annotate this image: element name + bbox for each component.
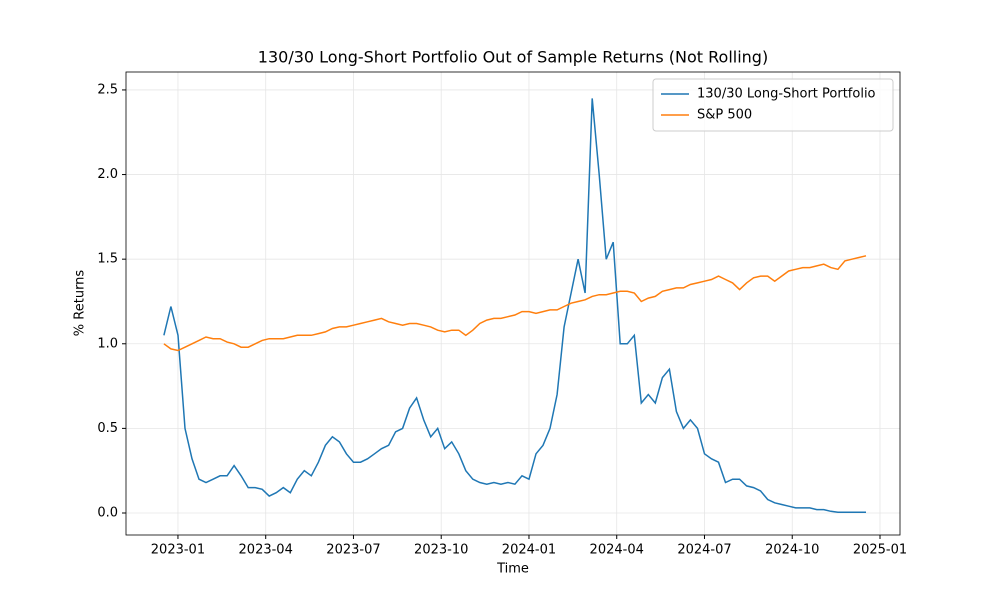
y-tick-label: 1.5 bbox=[97, 252, 118, 267]
x-axis-label: Time bbox=[496, 562, 529, 577]
x-tick-label: 2023-04 bbox=[239, 543, 293, 558]
y-axis-label: % Returns bbox=[73, 270, 88, 337]
legend: 130/30 Long-Short Portfolio S&P 500 bbox=[652, 78, 894, 132]
legend-box bbox=[652, 78, 894, 132]
series-line bbox=[163, 255, 867, 352]
x-tick-label: 2024-04 bbox=[590, 543, 644, 558]
x-tick-label: 2024-01 bbox=[502, 543, 556, 558]
x-tick-label: 2023-01 bbox=[151, 543, 205, 558]
x-tick-label: 2023-10 bbox=[414, 543, 468, 558]
x-tick-label: 2023-07 bbox=[326, 543, 380, 558]
x-tick-label: 2025-01 bbox=[853, 543, 907, 558]
legend-label: 130/30 Long-Short Portfolio bbox=[697, 87, 876, 102]
y-tick-label: 1.0 bbox=[97, 336, 118, 351]
plot-frame bbox=[125, 71, 901, 536]
y-tick-label: 0.5 bbox=[97, 421, 118, 436]
y-tick-label: 2.5 bbox=[97, 82, 118, 97]
legend-label: S&P 500 bbox=[697, 108, 752, 123]
x-tick-label: 2024-10 bbox=[765, 543, 819, 558]
series-line bbox=[163, 98, 866, 513]
chart-title: 130/30 Long-Short Portfolio Out of Sampl… bbox=[258, 48, 768, 67]
y-tick-label: 2.0 bbox=[97, 167, 118, 182]
x-tick-label: 2024-07 bbox=[677, 543, 731, 558]
y-tick-label: 0.0 bbox=[97, 506, 118, 521]
